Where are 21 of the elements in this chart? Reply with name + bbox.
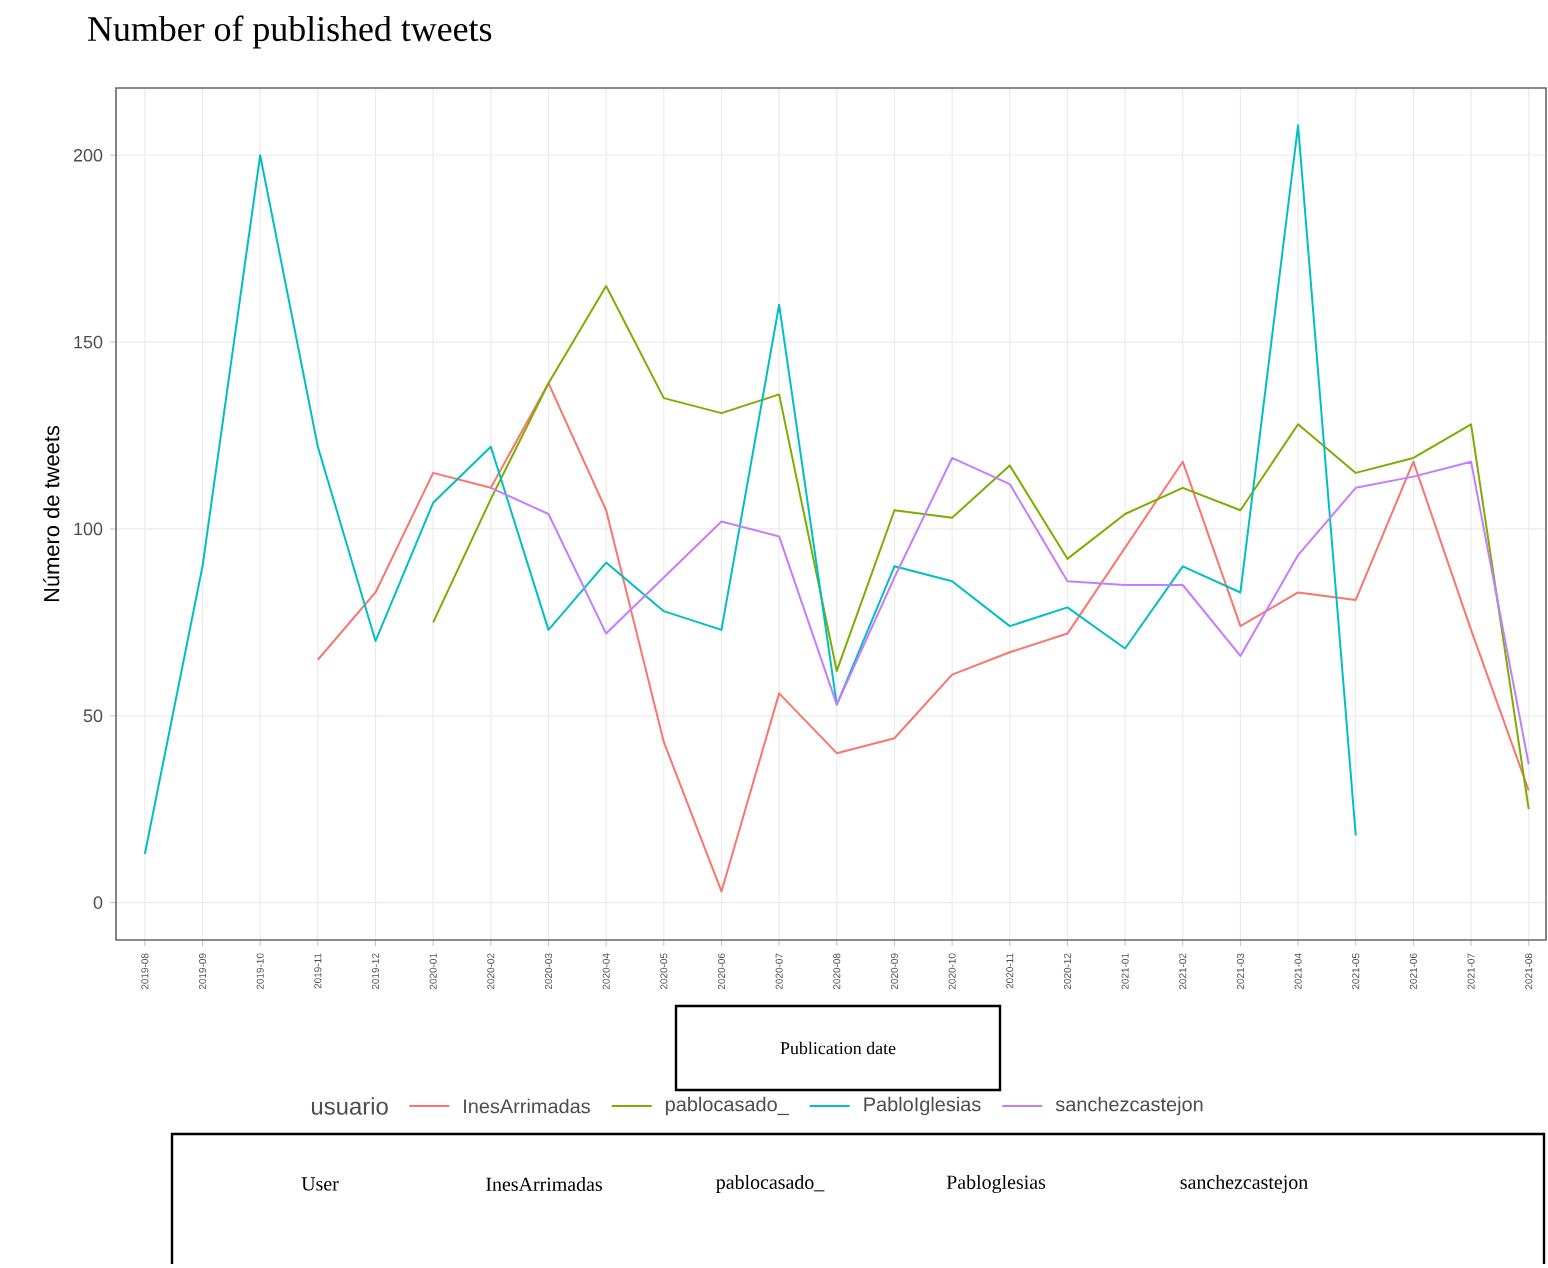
line-series bbox=[432, 285, 1530, 811]
y-axis-title: Número de tweets bbox=[43, 425, 60, 602]
legend-label: InesArrimadas bbox=[464, 1098, 590, 1114]
y-tick-label: 150 bbox=[74, 335, 103, 349]
y-tick-label: 0 bbox=[93, 896, 103, 909]
y-tick-label: 50 bbox=[83, 709, 103, 723]
legend-label: sanchezcastejon bbox=[1055, 1096, 1203, 1116]
line-series bbox=[143, 124, 1357, 856]
y-tick-label: 100 bbox=[74, 522, 103, 536]
text: InesArrimadas bbox=[486, 1176, 602, 1191]
x-axis-title: Publication date bbox=[780, 1041, 896, 1055]
text: pablocasado_ bbox=[716, 1174, 825, 1194]
line-series bbox=[489, 456, 1530, 766]
text: User bbox=[301, 1177, 339, 1191]
text: Pabloglesias bbox=[946, 1174, 1046, 1194]
legend-label: PabloIglesias bbox=[864, 1096, 981, 1116]
chart-title: Number of published tweets bbox=[88, 15, 492, 49]
y-tick-label: 200 bbox=[73, 148, 103, 162]
legend-title: usuario bbox=[311, 1097, 388, 1115]
text: sanchezcastejon bbox=[1180, 1174, 1308, 1194]
legend-label: pablocasado_ bbox=[665, 1096, 789, 1116]
